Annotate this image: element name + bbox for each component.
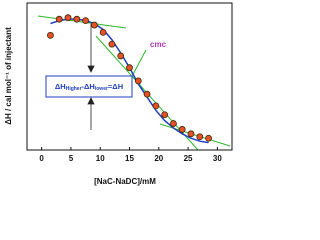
x-tick-label: 30: [213, 154, 222, 163]
equation: ΔHHigher-ΔHlower=ΔH: [55, 82, 123, 92]
data-point: [82, 17, 89, 25]
data-point: [108, 40, 116, 48]
y-axis-label: ΔH / cal mol⁻¹ of injectant: [4, 27, 13, 125]
data-point: [47, 31, 54, 39]
x-tick-label: 20: [154, 154, 163, 163]
x-tick-label: 25: [184, 154, 193, 163]
arrows: [87, 24, 95, 130]
x-tick-label: 15: [125, 154, 134, 163]
data-point: [196, 133, 204, 141]
arrow-head: [87, 97, 95, 105]
x-axis-label: [NaC-NaDC]/mM: [94, 177, 156, 186]
chart: [NaC-NaDC]/mM ΔH / cal mol⁻¹ of injectan…: [4, 2, 233, 186]
data-point: [178, 126, 186, 133]
data-point: [170, 120, 177, 127]
data-point: [126, 64, 133, 72]
equation-part: ΔH: [55, 82, 66, 91]
data-point: [117, 52, 125, 60]
data-point: [161, 111, 169, 119]
x-tick-label: 10: [96, 154, 105, 163]
data-point: [187, 130, 195, 138]
page: {"chart_data":{"type":"scatter", "x_labe…: [4, 2, 233, 187]
data-point: [134, 77, 142, 85]
x-tick-label: 0: [39, 154, 44, 163]
data-point: [143, 90, 151, 98]
arrow-head: [87, 65, 95, 73]
equation-sub: Higher: [66, 86, 82, 92]
equation-part: -ΔH: [82, 82, 95, 91]
equation-box: [45, 75, 133, 98]
tangent-lower: [159, 123, 231, 147]
data-point: [55, 15, 63, 23]
cmc-label: cmc: [150, 40, 167, 49]
data-point: [152, 102, 160, 110]
data-point: [205, 134, 212, 142]
tangent-upper: [37, 15, 127, 29]
data-point: [90, 21, 98, 29]
x-tick-label: 5: [69, 154, 74, 163]
equation-sub: lower: [95, 86, 108, 92]
data-point: [99, 29, 107, 36]
data-point: [64, 14, 72, 22]
equation-part: =ΔH: [108, 82, 123, 91]
data-point: [73, 15, 81, 23]
